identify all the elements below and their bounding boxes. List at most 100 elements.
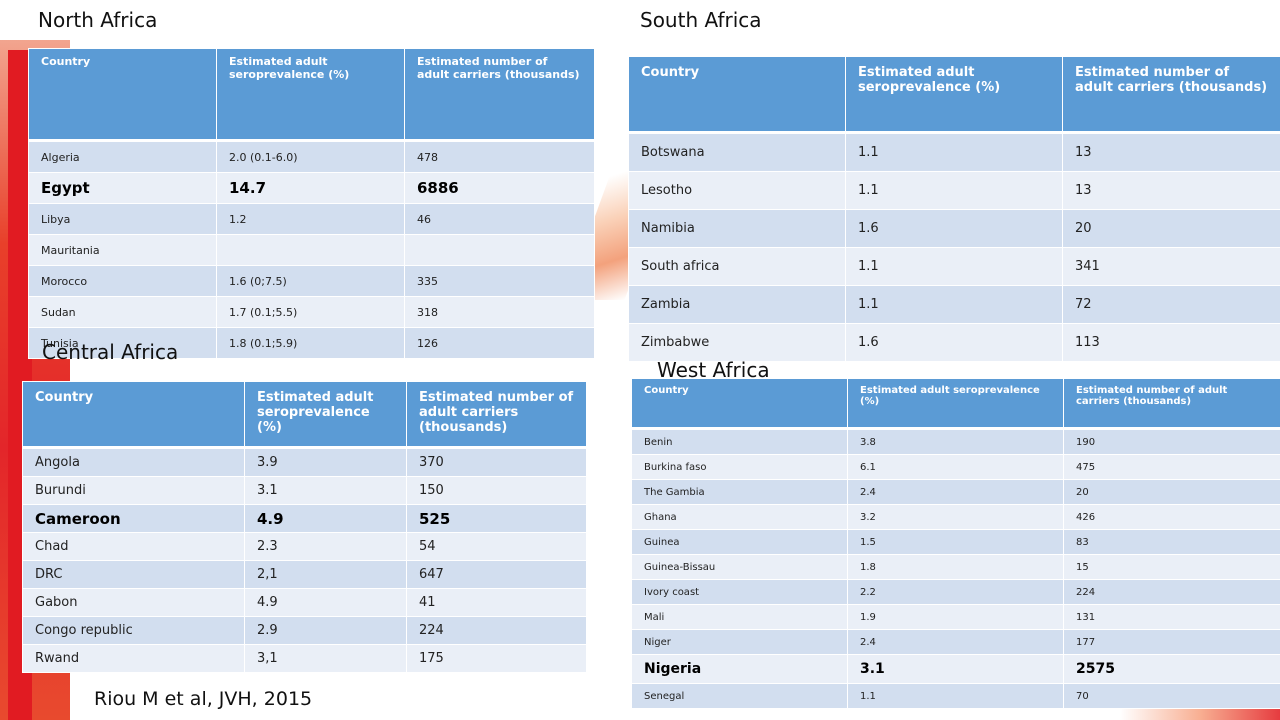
cell-country: Guinea — [631, 529, 848, 555]
cell-country: Algeria — [28, 140, 217, 173]
table-row-highlighted: Cameroon 4.9 525 — [22, 504, 587, 533]
cell-seroprevalence: 1.7 (0.1;5.5) — [216, 296, 405, 328]
cell-seroprevalence: 1.6 — [845, 209, 1063, 248]
table-row: Zambia 1.1 72 — [628, 285, 1280, 324]
cell-seroprevalence: 2.0 (0.1-6.0) — [216, 140, 405, 173]
cell-seroprevalence: 4.9 — [244, 504, 407, 533]
table-row: DRC 2,1 647 — [22, 560, 587, 589]
cell-seroprevalence: 6.1 — [847, 454, 1064, 480]
west-africa-table: Country Estimated adult seroprevalence (… — [631, 378, 1280, 709]
cell-seroprevalence: 3.1 — [244, 476, 407, 505]
cell-carriers: 150 — [406, 476, 587, 505]
cell-carriers: 54 — [406, 532, 587, 561]
cell-seroprevalence: 4.9 — [244, 588, 407, 617]
cell-carriers: 335 — [404, 265, 595, 297]
cell-carriers: 6886 — [404, 172, 595, 204]
cell-country: Niger — [631, 629, 848, 655]
cell-seroprevalence: 1.1 — [845, 285, 1063, 324]
cell-seroprevalence: 1.8 — [847, 554, 1064, 580]
cell-seroprevalence: 3,1 — [244, 644, 407, 673]
table-row: Guinea-Bissau 1.8 15 — [631, 554, 1280, 580]
central-africa-table: Country Estimated adult seroprevalence (… — [22, 381, 587, 673]
table-row-highlighted: Egypt 14.7 6886 — [28, 172, 595, 204]
column-header-country: Country — [628, 56, 846, 134]
table-row: Ivory coast 2.2 224 — [631, 579, 1280, 605]
cell-seroprevalence: 1.9 — [847, 604, 1064, 630]
table-row: Mauritania — [28, 234, 595, 266]
table-row: Sudan 1.7 (0.1;5.5) 318 — [28, 296, 595, 328]
north-africa-title: North Africa — [38, 8, 158, 32]
cell-seroprevalence: 1.8 (0.1;5.9) — [216, 327, 405, 359]
cell-country: Ghana — [631, 504, 848, 530]
table-row: Tunisia 1.8 (0.1;5.9) 126 — [28, 327, 595, 359]
cell-carriers: 341 — [1062, 247, 1280, 286]
cell-seroprevalence: 2.9 — [244, 616, 407, 645]
cell-country: Lesotho — [628, 171, 846, 210]
cell-carriers: 15 — [1063, 554, 1280, 580]
cell-carriers: 175 — [406, 644, 587, 673]
column-header-carriers: Estimated number of adult carriers (thou… — [404, 48, 595, 142]
cell-carriers: 20 — [1063, 479, 1280, 505]
cell-seroprevalence: 2.4 — [847, 629, 1064, 655]
table-row: Congo republic 2.9 224 — [22, 616, 587, 645]
cell-seroprevalence: 2.2 — [847, 579, 1064, 605]
cell-country: Mali — [631, 604, 848, 630]
column-header-seroprevalence: Estimated adult seroprevalence (%) — [847, 378, 1064, 430]
cell-carriers: 126 — [404, 327, 595, 359]
cell-country: Morocco — [28, 265, 217, 297]
cell-seroprevalence: 1.6 — [845, 323, 1063, 362]
table-row: Burkina faso 6.1 475 — [631, 454, 1280, 480]
cell-seroprevalence: 3.9 — [244, 447, 407, 477]
cell-seroprevalence: 2.3 — [244, 532, 407, 561]
cell-country: Guinea-Bissau — [631, 554, 848, 580]
cell-country: DRC — [22, 560, 245, 589]
column-header-country: Country — [631, 378, 848, 430]
cell-country: The Gambia — [631, 479, 848, 505]
cell-country: Zimbabwe — [628, 323, 846, 362]
cell-country: Mauritania — [28, 234, 217, 266]
cell-carriers: 131 — [1063, 604, 1280, 630]
cell-carriers: 83 — [1063, 529, 1280, 555]
cell-seroprevalence: 2,1 — [244, 560, 407, 589]
cell-carriers: 46 — [404, 203, 595, 235]
table-row: Senegal 1.1 70 — [631, 683, 1280, 709]
table-row: Botswana 1.1 13 — [628, 132, 1280, 172]
cell-seroprevalence: 1.5 — [847, 529, 1064, 555]
cell-country: Cameroon — [22, 504, 245, 533]
central-africa-title: Central Africa — [42, 340, 179, 364]
cell-country: Sudan — [28, 296, 217, 328]
cell-carriers: 190 — [1063, 428, 1280, 455]
cell-carriers: 318 — [404, 296, 595, 328]
cell-carriers: 20 — [1062, 209, 1280, 248]
table-row: Algeria 2.0 (0.1-6.0) 478 — [28, 140, 595, 173]
cell-carriers: 525 — [406, 504, 587, 533]
cell-country: Egypt — [28, 172, 217, 204]
cell-carriers: 224 — [1063, 579, 1280, 605]
cell-country: Nigeria — [631, 654, 848, 684]
cell-seroprevalence: 3.8 — [847, 428, 1064, 455]
column-header-carriers: Estimated number of adult carriers (thou… — [1063, 378, 1280, 430]
cell-country: Chad — [22, 532, 245, 561]
north-africa-table: Country Estimated adult seroprevalence (… — [28, 48, 595, 359]
column-header-seroprevalence: Estimated adult seroprevalence (%) — [216, 48, 405, 142]
cell-country: Libya — [28, 203, 217, 235]
table-row: South africa 1.1 341 — [628, 247, 1280, 286]
table-header-row: Country Estimated adult seroprevalence (… — [628, 56, 1280, 134]
cell-carriers: 13 — [1062, 171, 1280, 210]
table-header-row: Country Estimated adult seroprevalence (… — [28, 48, 595, 142]
cell-seroprevalence: 1.1 — [845, 132, 1063, 172]
table-header-row: Country Estimated adult seroprevalence (… — [631, 378, 1280, 430]
cell-carriers: 426 — [1063, 504, 1280, 530]
cell-carriers: 478 — [404, 140, 595, 173]
cell-seroprevalence: 1.2 — [216, 203, 405, 235]
table-row: Lesotho 1.1 13 — [628, 171, 1280, 210]
cell-carriers: 41 — [406, 588, 587, 617]
table-row: Rwand 3,1 175 — [22, 644, 587, 673]
table-row: Angola 3.9 370 — [22, 447, 587, 477]
table-row: Mali 1.9 131 — [631, 604, 1280, 630]
column-header-country: Country — [22, 381, 245, 449]
cell-country: Ivory coast — [631, 579, 848, 605]
column-header-seroprevalence: Estimated adult seroprevalence (%) — [845, 56, 1063, 134]
table-header-row: Country Estimated adult seroprevalence (… — [22, 381, 587, 449]
cell-carriers: 475 — [1063, 454, 1280, 480]
